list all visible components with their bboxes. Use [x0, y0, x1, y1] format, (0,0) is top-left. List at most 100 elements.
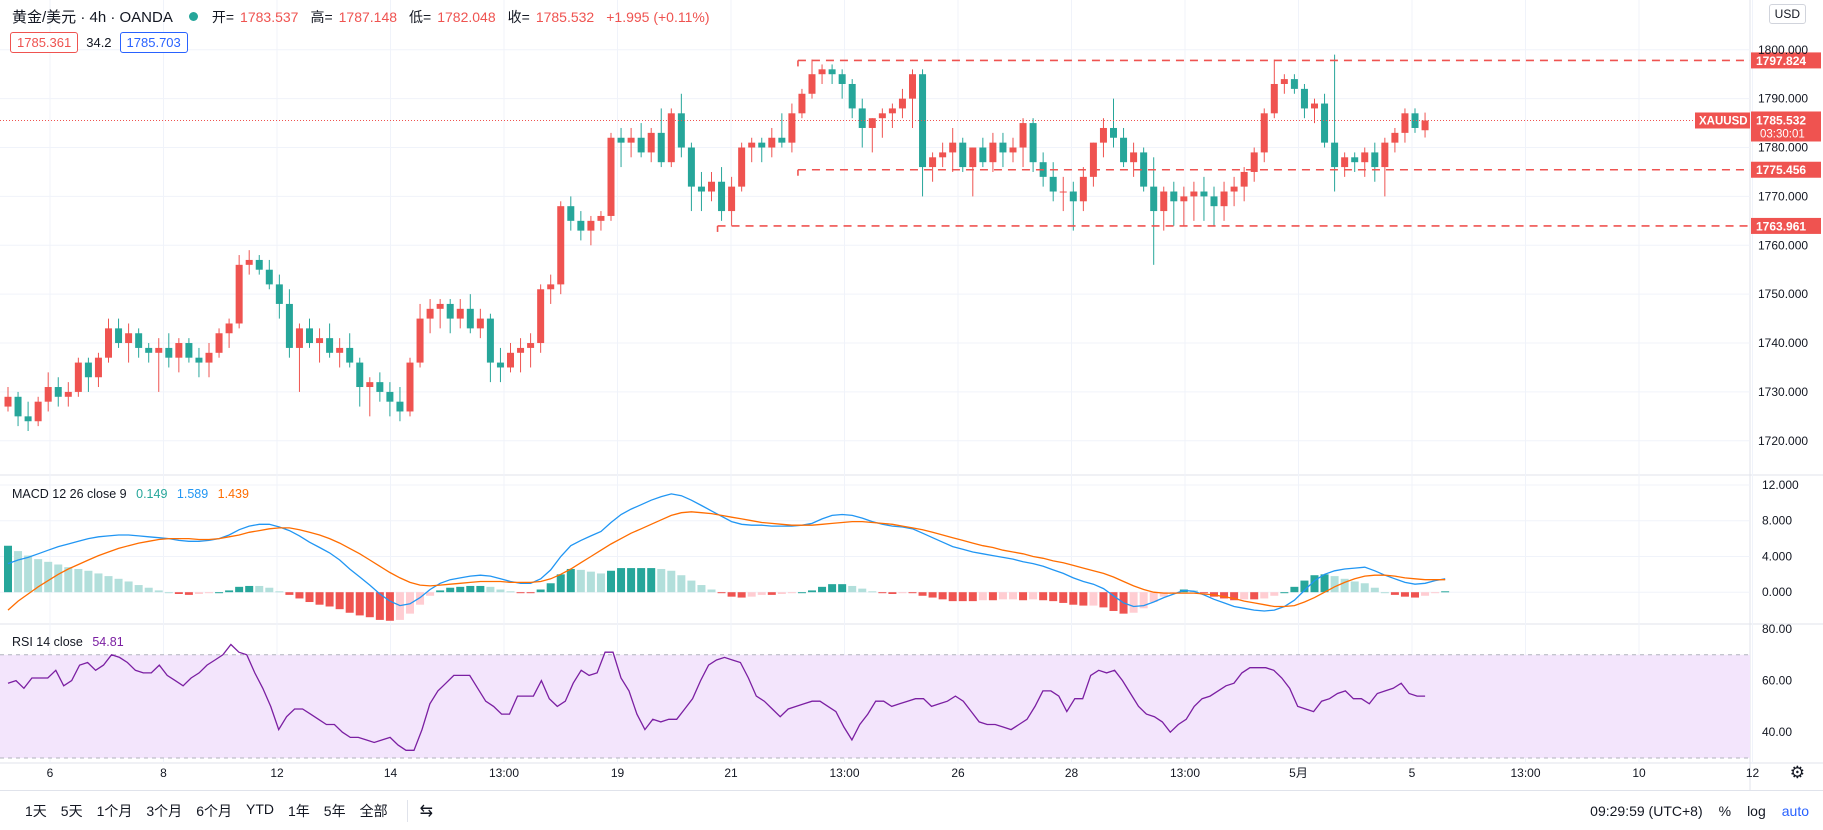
candle-body	[316, 338, 324, 344]
range-button-4[interactable]: 6个月	[196, 802, 232, 819]
range-buttons: 1天 5天 1个月 3个月 6个月 YTD 1年 5年 全部	[18, 801, 395, 821]
price-tick-label: 1730.000	[1758, 385, 1808, 399]
candle-body	[1300, 88, 1308, 109]
symbol-title[interactable]: 黄金/美元 · 4h · OANDA	[12, 9, 173, 26]
macd-pane	[4, 493, 1450, 621]
time-tick-label: 8	[160, 766, 167, 780]
candle-body	[1110, 127, 1117, 138]
macd-hist-value: 0.149	[136, 487, 168, 501]
macd-hist-bar	[707, 589, 716, 593]
macd-hist-bar	[1129, 592, 1138, 613]
bottom-toolbar: 1天 5天 1个月 3个月 6个月 YTD 1年 5年 全部 ⇆ 09:29:59 (UTC+8…	[0, 790, 1823, 830]
candle-body	[1190, 191, 1198, 197]
level-label: 1797.824	[1756, 54, 1806, 68]
range-button-3[interactable]: 3个月	[146, 802, 183, 819]
range-button-8[interactable]: 全部	[359, 802, 388, 819]
candle-body	[94, 357, 102, 378]
macd-hist-bar	[144, 587, 153, 593]
macd-hist-bar	[576, 569, 585, 593]
rsi-tick-label: 80.00	[1762, 622, 1792, 636]
candle-body	[1270, 83, 1278, 114]
horizontal-levels[interactable]: 1797.824 1775.456 1763.961	[716, 52, 1821, 234]
candle-body	[1210, 196, 1218, 207]
chart-grid	[0, 0, 1823, 790]
currency-button[interactable]: USD	[1768, 4, 1806, 24]
macd-hist-bar	[697, 585, 706, 593]
macd-hist-bar	[44, 561, 53, 593]
candle-body	[1290, 79, 1298, 89]
range-button-6[interactable]: 1年	[287, 802, 310, 819]
candle-body	[778, 137, 786, 143]
candlestick-series	[0, 54, 1750, 432]
macd-legend[interactable]: MACD 12 26 close 9 0.149 1.589 1.439	[12, 487, 249, 501]
candle-body	[426, 308, 434, 319]
candle-body	[486, 318, 494, 363]
macd-hist-bar	[375, 592, 384, 620]
candle-body	[386, 391, 394, 402]
macd-signal-value: 1.439	[217, 487, 249, 501]
macd-hist-bar	[295, 592, 304, 599]
settings-gear-icon[interactable]: ⚙	[1789, 763, 1805, 782]
level-label-bg	[1751, 52, 1821, 69]
macd-hist-bar	[4, 545, 12, 593]
macd-hist-bar	[1149, 592, 1158, 603]
range-button-1[interactable]: 5天	[60, 802, 83, 819]
range-button-5[interactable]: YTD	[245, 800, 274, 817]
clock-display[interactable]: 09:29:59 (UTC+8)	[1590, 802, 1703, 819]
candle-body	[1280, 79, 1288, 84]
candle-body	[225, 323, 233, 334]
range-button-0[interactable]: 1天	[25, 802, 47, 819]
macd-hist-bar	[1049, 592, 1058, 602]
macd-hist-bar	[808, 590, 816, 593]
goto-date-icon[interactable]: ⇆	[419, 802, 433, 820]
percent-toggle[interactable]: %	[1718, 802, 1732, 819]
range-button-2[interactable]: 1个月	[96, 802, 133, 819]
candle-body	[105, 328, 112, 358]
macd-hist-bar	[1431, 592, 1440, 594]
candle-body	[24, 416, 32, 422]
auto-toggle[interactable]: auto	[1781, 802, 1809, 819]
macd-hist-bar	[14, 551, 23, 593]
macd-hist-bar	[968, 592, 977, 602]
time-tick-label: 21	[724, 766, 738, 780]
candle-body	[758, 142, 766, 148]
macd-hist-bar	[416, 592, 425, 605]
rsi-legend[interactable]: RSI 14 close 54.81	[12, 635, 124, 649]
candle-body	[919, 74, 927, 168]
macd-hist-bar	[787, 592, 796, 594]
candle-body	[989, 142, 997, 163]
log-toggle[interactable]: log	[1747, 802, 1766, 819]
range-button-7[interactable]: 5年	[323, 802, 346, 819]
macd-hist-bar	[245, 585, 254, 593]
candle-body	[165, 347, 173, 358]
candle-body	[888, 108, 896, 114]
candle-body	[235, 264, 243, 324]
candle-body	[1331, 142, 1339, 168]
chart-canvas[interactable]: 1797.824 1775.456 1763.961 1720.000 1730.00…	[0, 0, 1823, 790]
candle-body	[1059, 191, 1067, 193]
ask-button[interactable]: 1785.703	[119, 32, 188, 53]
macd-hist-bar	[1019, 592, 1028, 601]
macd-line	[7, 493, 1446, 612]
macd-hist-bar	[556, 574, 565, 593]
candle-body	[135, 333, 143, 348]
candle-body	[929, 157, 937, 168]
level-label-bg	[1751, 161, 1821, 178]
candle-body	[1130, 152, 1138, 163]
macd-hist-bar	[566, 568, 575, 593]
high-key: 高=	[310, 8, 333, 25]
rsi-value: 54.81	[92, 635, 124, 649]
symbol-tag: XAUUSD	[1699, 115, 1748, 127]
countdown-label: 03:30:01	[1760, 128, 1805, 140]
candle-body	[366, 382, 374, 388]
macd-hist-bar	[627, 568, 636, 593]
candle-body	[1180, 196, 1188, 202]
time-tick-label: 5	[1409, 766, 1416, 780]
bid-button[interactable]: 1785.361	[10, 32, 79, 53]
level-label: 1775.456	[1756, 163, 1806, 177]
candle-body	[617, 137, 625, 143]
candle-body	[798, 93, 806, 114]
macd-hist-bar	[828, 584, 837, 593]
candle-body	[155, 347, 163, 353]
time-tick-label: 13:00	[1510, 766, 1540, 780]
